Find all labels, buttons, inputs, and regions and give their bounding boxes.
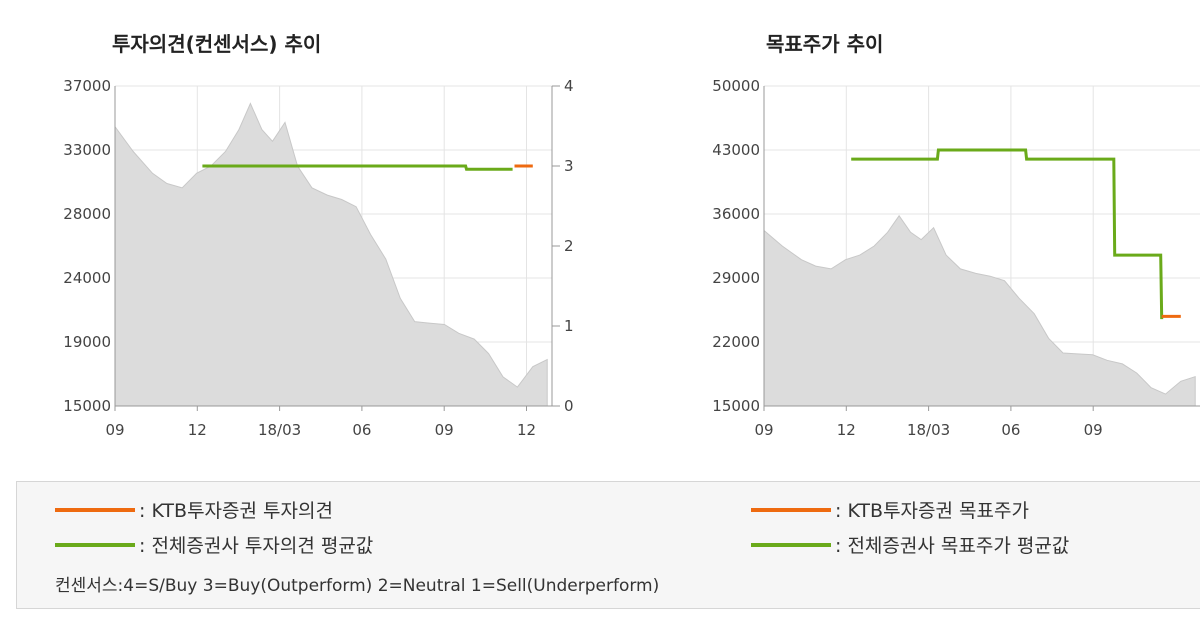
- average-series-line: [202, 164, 513, 171]
- y-tick-label: 43000: [712, 141, 760, 159]
- y-tick-label: 37000: [63, 77, 111, 95]
- legend-left-average: : 전체증권사 투자의견 평균값: [55, 531, 373, 558]
- right-target-price-chart: 50000 43000 36000 29000 22000 15000 09 12 18/03 0…: [712, 77, 1200, 439]
- legend-box: : KTB투자증권 투자의견 : 전체증권사 투자의견 평균값 : KTB투자증…: [16, 481, 1200, 609]
- ktb-swatch: [55, 507, 135, 512]
- legend-left-average-label: : 전체증권사 투자의견 평균값: [139, 535, 374, 557]
- y2-tick-label: 1: [564, 317, 574, 335]
- legend-right-average-label: : 전체증권사 목표주가 평균값: [835, 535, 1070, 557]
- legend-left-ktb-label: : KTB투자증권 투자의견: [139, 500, 333, 522]
- left-consensus-chart: 37000 33000 28000 24000 19000 15000 4 3 2 1 0 09 12 1…: [63, 77, 574, 439]
- x-tick-label: 06: [352, 421, 371, 439]
- x-tick-label: 12: [837, 421, 856, 439]
- y-tick-label: 36000: [712, 205, 760, 223]
- x-tick-label: 09: [1084, 421, 1103, 439]
- x-tick-label: 09: [754, 421, 773, 439]
- stock-price-area: [114, 102, 548, 407]
- x-tick-label: 06: [1001, 421, 1020, 439]
- ktb-swatch: [751, 507, 831, 512]
- y-tick-label: 28000: [63, 205, 111, 223]
- x-tick-label: 18/03: [258, 421, 301, 439]
- y-tick-label: 15000: [63, 397, 111, 415]
- y2-tick-label: 4: [564, 77, 574, 95]
- y-tick-label: 33000: [63, 141, 111, 159]
- consensus-scale-note: 컨센서스:4=S/Buy 3=Buy(Outperform) 2=Neutral…: [55, 576, 660, 596]
- legend-right-ktb-label: : KTB투자증권 목표주가: [835, 500, 1029, 522]
- right-chart-title: 목표주가 추이: [766, 32, 884, 56]
- stock-price-area: [763, 214, 1196, 407]
- y-tick-label: 24000: [63, 269, 111, 287]
- legend-left-ktb: : KTB투자증권 투자의견: [55, 496, 333, 523]
- legend-right-average: : 전체증권사 목표주가 평균값: [751, 531, 1069, 558]
- legend-right-ktb: : KTB투자증권 목표주가: [751, 496, 1029, 523]
- average-series-line: [851, 148, 1164, 320]
- x-tick-label: 09: [435, 421, 454, 439]
- y2-tick-label: 0: [564, 397, 574, 415]
- average-swatch: [55, 542, 135, 547]
- y-tick-label: 15000: [712, 397, 760, 415]
- y-tick-label: 22000: [712, 333, 760, 351]
- y2-tick-label: 2: [564, 237, 574, 255]
- x-tick-label: 12: [517, 421, 536, 439]
- x-tick-label: 09: [105, 421, 124, 439]
- y-tick-label: 29000: [712, 269, 760, 287]
- x-tick-label: 12: [188, 421, 207, 439]
- average-swatch: [751, 542, 831, 547]
- y-tick-label: 50000: [712, 77, 760, 95]
- y2-tick-label: 3: [564, 157, 574, 175]
- left-chart-title: 투자의견(컨센서스) 추이: [112, 32, 322, 56]
- y-tick-label: 19000: [63, 333, 111, 351]
- x-tick-label: 18/03: [907, 421, 950, 439]
